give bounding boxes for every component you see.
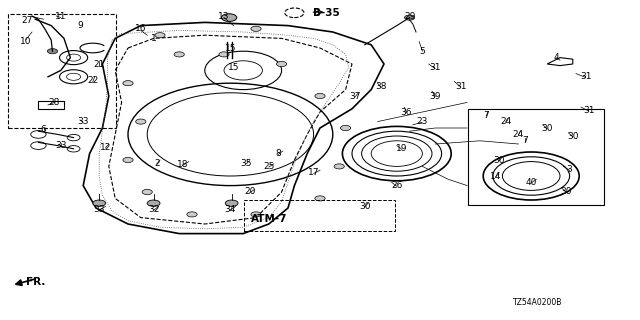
- Text: 16: 16: [135, 24, 147, 33]
- Bar: [38, 101, 64, 109]
- Text: 30: 30: [541, 124, 553, 132]
- Text: ATM-7: ATM-7: [250, 214, 287, 224]
- Circle shape: [334, 164, 344, 169]
- Text: 10: 10: [20, 37, 31, 46]
- Text: 29: 29: [404, 12, 415, 20]
- Circle shape: [315, 196, 325, 201]
- Text: 17: 17: [308, 168, 319, 177]
- Circle shape: [221, 14, 237, 21]
- Text: 31: 31: [580, 72, 591, 81]
- Text: 20: 20: [244, 188, 255, 196]
- Text: 12: 12: [100, 143, 111, 152]
- Text: 34: 34: [225, 205, 236, 214]
- Text: 40: 40: [525, 178, 537, 187]
- Text: 33: 33: [55, 141, 67, 150]
- Text: 37: 37: [349, 92, 361, 100]
- Text: FR.: FR.: [26, 276, 45, 287]
- Circle shape: [219, 52, 229, 57]
- Circle shape: [123, 157, 133, 163]
- Text: 30: 30: [561, 188, 572, 196]
- Circle shape: [251, 212, 261, 217]
- Text: 39: 39: [429, 92, 441, 100]
- Circle shape: [47, 49, 58, 54]
- Circle shape: [315, 93, 325, 99]
- Text: 1: 1: [151, 34, 156, 43]
- Text: 13: 13: [218, 12, 230, 20]
- Text: 6: 6: [41, 125, 46, 134]
- Text: B-35: B-35: [313, 8, 340, 18]
- Text: 24: 24: [513, 130, 524, 139]
- Text: 33: 33: [93, 205, 105, 214]
- Text: 19: 19: [396, 144, 408, 153]
- Text: 15: 15: [228, 63, 239, 72]
- Circle shape: [276, 61, 287, 67]
- Circle shape: [251, 26, 261, 31]
- Text: 7: 7: [522, 136, 527, 145]
- Text: TZ54A0200B: TZ54A0200B: [513, 298, 563, 307]
- Text: 11: 11: [55, 12, 67, 20]
- Circle shape: [174, 52, 184, 57]
- Text: 33: 33: [77, 117, 89, 126]
- Text: 24: 24: [500, 117, 511, 126]
- Text: 21: 21: [93, 60, 105, 68]
- Text: 5: 5: [420, 47, 425, 56]
- Text: 31: 31: [583, 106, 595, 115]
- Bar: [244, 200, 395, 231]
- Text: 22: 22: [87, 76, 99, 84]
- Text: 3: 3: [567, 165, 572, 174]
- Circle shape: [404, 15, 415, 20]
- Text: 23: 23: [417, 117, 428, 126]
- Text: 4: 4: [554, 53, 559, 62]
- Circle shape: [93, 200, 106, 206]
- Text: 35: 35: [241, 159, 252, 168]
- Bar: [468, 109, 604, 205]
- Text: 25: 25: [263, 162, 275, 171]
- Circle shape: [155, 33, 165, 38]
- Circle shape: [136, 119, 146, 124]
- Text: 8: 8: [276, 149, 281, 158]
- Text: 38: 38: [375, 82, 387, 91]
- Text: 9: 9: [77, 21, 83, 30]
- Text: 14: 14: [490, 172, 502, 180]
- Text: 2: 2: [154, 159, 159, 168]
- Text: 30: 30: [567, 132, 579, 140]
- Text: 18: 18: [177, 160, 188, 169]
- Circle shape: [225, 200, 238, 206]
- Text: 27: 27: [21, 16, 33, 25]
- Text: 26: 26: [391, 181, 403, 190]
- Text: 7: 7: [484, 111, 489, 120]
- Text: 32: 32: [148, 205, 159, 214]
- Text: 36: 36: [401, 108, 412, 116]
- Circle shape: [340, 125, 351, 131]
- Text: 30: 30: [359, 202, 371, 211]
- Text: 31: 31: [429, 63, 441, 72]
- Bar: [8, 14, 116, 128]
- Text: 30: 30: [493, 156, 505, 164]
- Circle shape: [187, 212, 197, 217]
- Circle shape: [147, 200, 160, 206]
- Text: 15: 15: [225, 44, 236, 52]
- Text: 31: 31: [455, 82, 467, 91]
- Text: 28: 28: [49, 98, 60, 107]
- Circle shape: [142, 189, 152, 195]
- Circle shape: [123, 81, 133, 86]
